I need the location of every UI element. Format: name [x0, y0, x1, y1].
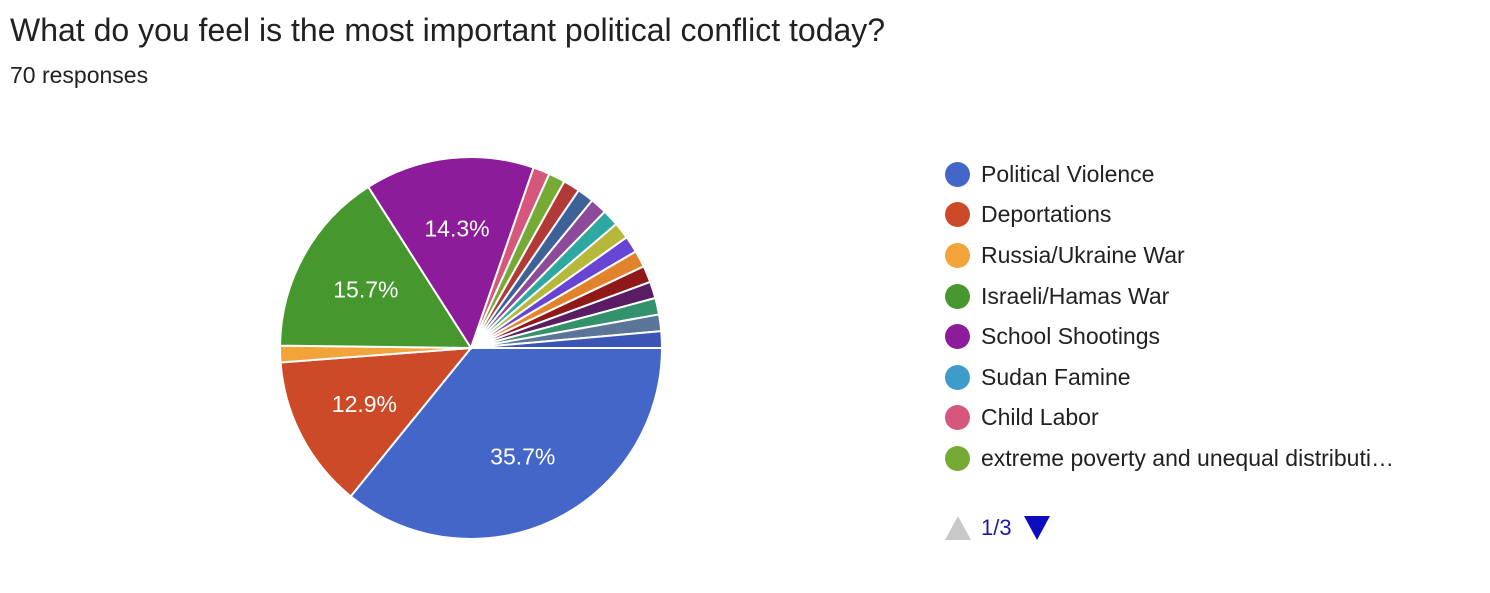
pie-slice-label-3: 15.7% — [333, 276, 398, 302]
pie-slice-3 — [279, 185, 473, 350]
legend-swatch — [945, 445, 970, 471]
legend-label: School Shootings — [981, 323, 1161, 350]
pie-slice-label-4: 14.3% — [424, 215, 489, 241]
legend-item: Child Labor — [945, 398, 1485, 439]
pie-slice-4 — [366, 156, 535, 351]
legend-item: School Shootings — [945, 316, 1485, 357]
legend-swatch — [945, 405, 970, 431]
pie-slice-label-1: 12.9% — [332, 391, 397, 417]
legend-label: Political Violence — [981, 160, 1155, 187]
legend-item: Israeli/Hamas War — [945, 276, 1485, 317]
legend-swatch — [945, 283, 970, 309]
legend-label: Child Labor — [981, 404, 1099, 431]
legend-label: Russia/Ukraine War — [981, 241, 1185, 268]
pie-slice-label-0: 35.7% — [490, 444, 555, 470]
question-title: What do you feel is the most important p… — [10, 12, 886, 48]
legend-item: Russia/Ukraine War — [945, 235, 1485, 276]
legend-swatch — [945, 324, 970, 350]
legend-item: Deportations — [945, 195, 1485, 236]
legend-item: Sudan Famine — [945, 357, 1485, 398]
response-count: 70 responses — [10, 62, 149, 88]
legend-label: Sudan Famine — [981, 363, 1131, 390]
legend-pager: 1/3 — [945, 512, 1050, 544]
pie-slice-1 — [279, 346, 474, 498]
page-indicator: 1/3 — [981, 515, 1012, 540]
legend-item: extreme poverty and unequal distributi… — [945, 438, 1485, 479]
pie-chart: 35.7% 12.9% 15.7% 14.3% — [279, 156, 664, 540]
pie-slice-19 — [470, 330, 664, 349]
legend-swatch — [945, 202, 970, 228]
legend-swatch — [945, 364, 970, 390]
chart-legend: Political Violence Deportations Russia/Ukr… — [945, 154, 1485, 479]
next-page-icon[interactable] — [1023, 516, 1050, 540]
legend-label: Israeli/Hamas War — [981, 282, 1170, 309]
legend-swatch — [945, 161, 970, 187]
legend-item: Political Violence — [945, 154, 1485, 195]
legend-label: extreme poverty and unequal distributi… — [981, 444, 1394, 471]
legend-swatch — [945, 242, 970, 268]
legend-label: Deportations — [981, 201, 1112, 228]
previous-page-icon — [945, 516, 971, 540]
pie-slice-0 — [349, 347, 664, 540]
